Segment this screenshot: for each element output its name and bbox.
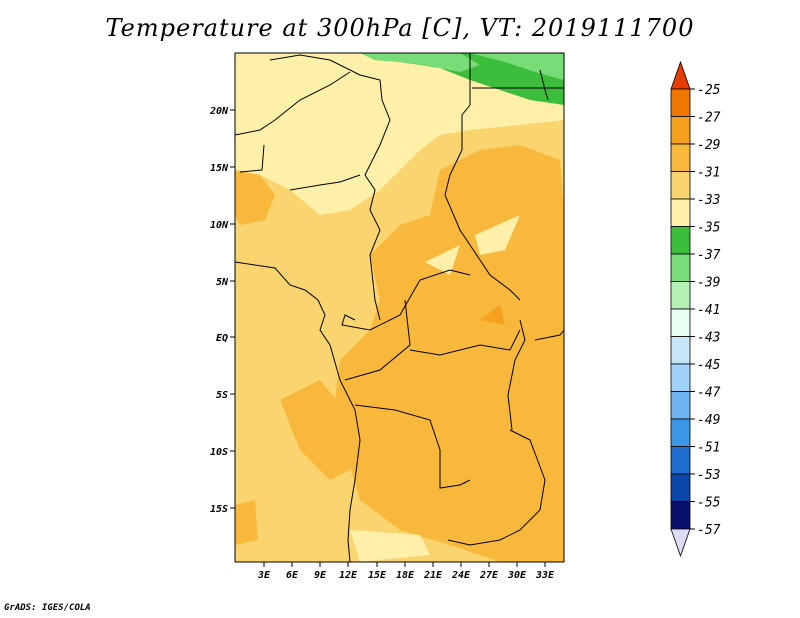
colorbar-label: -29: [697, 138, 720, 153]
lat-tick-label: 10S: [210, 447, 228, 458]
colorbar-swatch: [670, 363, 691, 392]
colorbar-label: -45: [697, 358, 721, 373]
lon-tick-label: 3E: [257, 570, 271, 581]
colorbar-label: -57: [697, 523, 721, 538]
latitude-axis: 20N 15N 10N 5N EQ 5S 10S 15S: [209, 106, 235, 515]
colorbar-label: -33: [697, 193, 720, 208]
colorbar-label: -37: [697, 248, 721, 263]
colorbar-swatch: [670, 391, 691, 420]
longitude-axis: 3E 6E 9E 12E 15E 18E 21E 24E 27E 30E 33E: [257, 562, 555, 581]
colorbar-swatch: [670, 418, 691, 447]
lon-tick-label: 15E: [368, 570, 387, 581]
colorbar-swatch: [670, 171, 691, 200]
colorbar-swatch: [670, 60, 691, 90]
colorbar-label: -55: [697, 496, 721, 511]
lon-tick-label: 6E: [286, 570, 299, 581]
map-panel: [234, 52, 565, 563]
colorbar-label: -49: [697, 413, 720, 428]
lat-tick-label: 5S: [216, 390, 228, 401]
lat-tick-label: EQ: [216, 333, 228, 344]
colorbar-swatch: [670, 473, 691, 502]
colorbar-label: -43: [697, 331, 720, 346]
colorbar-label: -35: [697, 221, 721, 236]
map-title: Temperature at 300hPa [C], VT: 201911170…: [105, 14, 695, 42]
colorbar-label: -47: [697, 386, 721, 401]
lon-tick-label: 12E: [339, 570, 358, 581]
colorbar-label: -39: [697, 276, 720, 291]
lon-tick-label: 24E: [451, 570, 471, 581]
colorbar-swatch: [670, 446, 691, 475]
colorbar: -25 -27 -29 -31 -33 -35 -37 -39 -41 -43 -45 -47 -49 -…: [670, 60, 721, 558]
colorbar-label: -53: [697, 468, 720, 483]
credit-text: GrADS: IGES/COLA: [4, 603, 91, 613]
lat-tick-label: 15N: [210, 163, 229, 174]
colorbar-swatch: [670, 88, 691, 117]
colorbar-swatch: [670, 226, 691, 255]
colorbar-swatch: [670, 528, 691, 558]
colorbar-swatch: [670, 281, 691, 310]
colorbar-swatch: [670, 143, 691, 172]
lat-tick-label: 20N: [209, 106, 229, 117]
colorbar-label: -51: [697, 441, 720, 456]
lon-tick-label: 30E: [507, 570, 527, 581]
colorbar-swatch: [670, 308, 691, 337]
lat-tick-label: 10N: [210, 220, 229, 231]
colorbar-swatch: [670, 253, 691, 282]
lon-tick-label: 27E: [479, 570, 499, 581]
colorbar-swatch: [670, 198, 691, 227]
lon-tick-label: 21E: [423, 570, 443, 581]
colorbar-label: -41: [697, 303, 720, 318]
lon-tick-label: 9E: [314, 570, 327, 581]
colorbar-label: -31: [697, 166, 720, 181]
lat-tick-label: 5N: [216, 277, 229, 288]
colorbar-label: -25: [697, 83, 721, 98]
colorbar-label: -27: [697, 111, 721, 126]
lon-tick-label: 33E: [535, 570, 555, 581]
colorbar-swatch: [670, 336, 691, 365]
colorbar-swatch: [670, 501, 691, 530]
lon-tick-label: 18E: [396, 570, 415, 581]
lat-tick-label: 15S: [210, 504, 228, 515]
colorbar-swatch: [670, 116, 691, 145]
